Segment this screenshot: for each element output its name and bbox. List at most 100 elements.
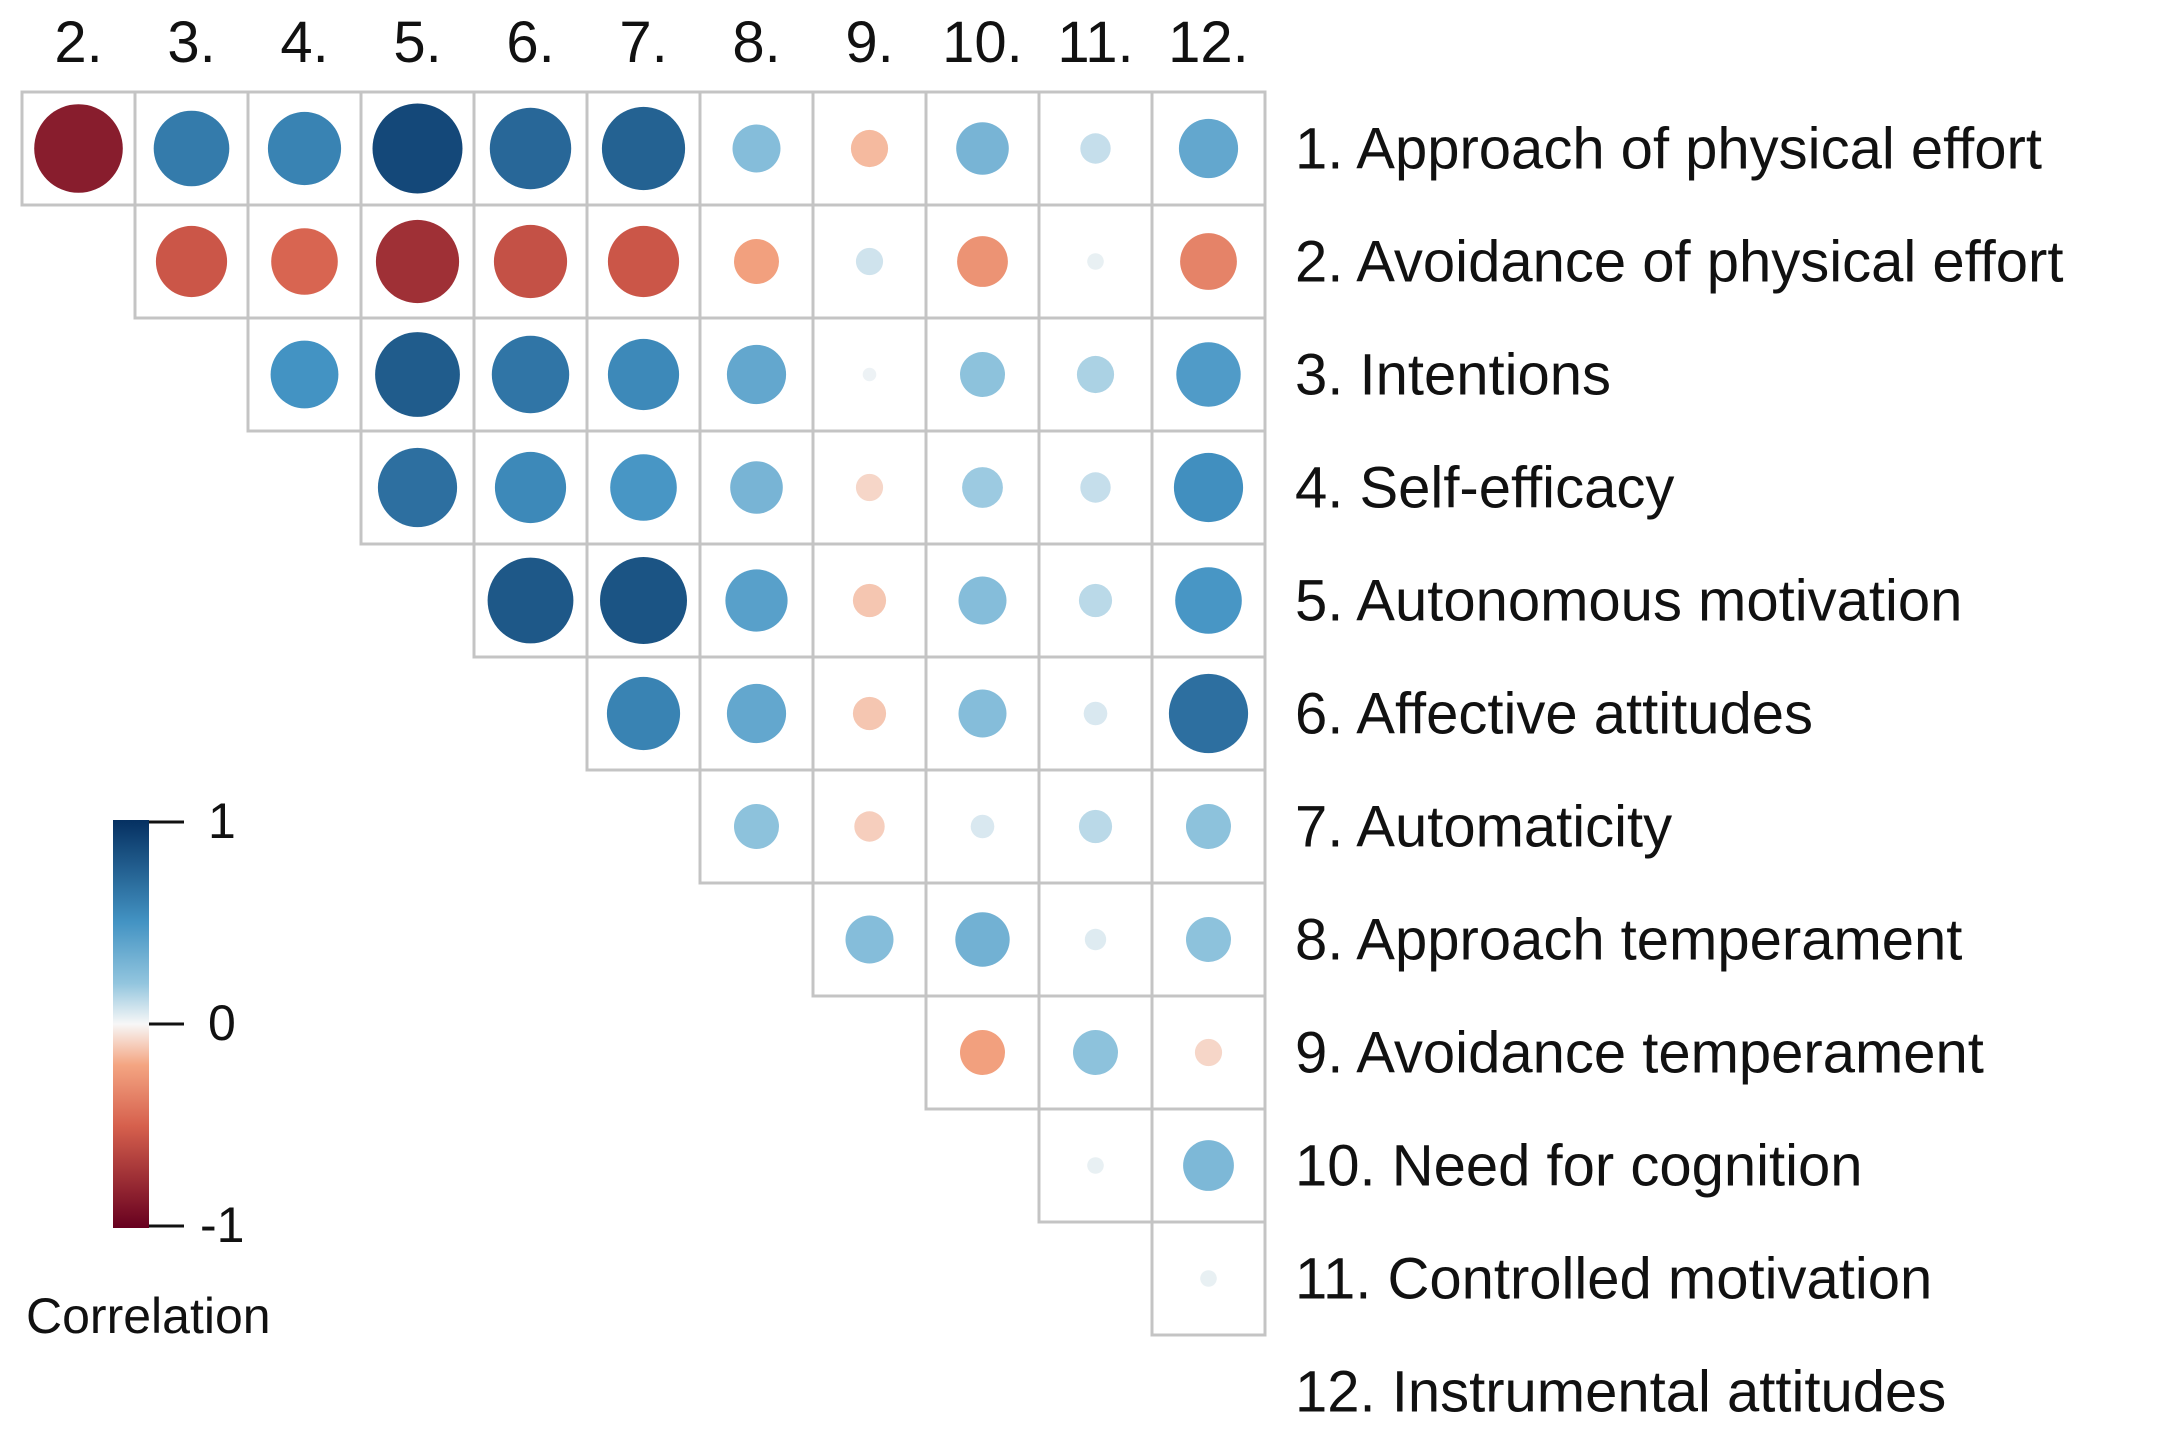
correlation-circle	[1078, 583, 1113, 618]
correlation-circle	[852, 583, 887, 618]
row-label: 11. Controlled motivation	[1295, 1247, 1932, 1312]
correlation-circle	[34, 104, 123, 193]
correlation-circle	[494, 451, 567, 524]
column-label: 12.	[1168, 10, 1249, 75]
correlation-circle	[957, 236, 1008, 287]
correlation-circle	[606, 676, 681, 751]
correlation-circle	[375, 332, 460, 417]
correlation-circle	[1200, 1270, 1217, 1287]
column-label: 4.	[280, 10, 328, 75]
correlation-circle	[734, 804, 779, 849]
legend-title: Correlation	[26, 1288, 271, 1344]
correlation-circle	[960, 1030, 1005, 1075]
correlation-circle	[1073, 1030, 1118, 1075]
correlation-circle	[267, 111, 342, 186]
row-label: 1. Approach of physical effort	[1295, 117, 2042, 182]
legend-color-bar	[113, 820, 149, 1228]
row-label: 9. Avoidance temperament	[1295, 1021, 1984, 1086]
correlation-circle	[493, 224, 568, 299]
correlation-circle	[1080, 133, 1111, 164]
correlation-circle	[956, 122, 1009, 175]
legend-tick-label-max: 1	[208, 793, 236, 849]
matrix-cell	[246, 316, 363, 433]
column-label: 9.	[845, 10, 893, 75]
correlation-circle	[487, 557, 574, 644]
correlation-circle	[726, 683, 787, 744]
row-label: 2. Avoidance of physical effort	[1295, 230, 2063, 295]
correlation-grid	[20, 90, 1267, 1337]
correlation-circle	[1078, 809, 1113, 844]
correlation-circle	[958, 576, 1007, 625]
column-label: 10.	[942, 10, 1023, 75]
correlation-circle	[955, 912, 1010, 967]
correlation-circle	[377, 447, 458, 528]
correlation-circle	[1176, 342, 1241, 407]
correlation-circle	[375, 219, 460, 304]
correlation-circle	[960, 352, 1005, 397]
correlation-circle	[970, 814, 995, 839]
correlation-circle	[1186, 804, 1231, 849]
correlation-circle	[855, 473, 884, 502]
correlation-circle	[1087, 253, 1104, 270]
correlation-circle	[271, 228, 338, 295]
correlation-circle	[734, 239, 779, 284]
correlation-circle	[607, 225, 680, 298]
correlation-circle	[1183, 1140, 1234, 1191]
row-label: 12. Instrumental attitudes	[1295, 1360, 1946, 1425]
row-label: 5. Autonomous motivation	[1295, 569, 1962, 634]
row-labels: 1. Approach of physical effort 2. Avoidan…	[1295, 117, 2063, 1425]
row-label: 10. Need for cognition	[1295, 1134, 1862, 1199]
correlation-circle	[726, 344, 787, 405]
correlation-circle	[610, 454, 677, 521]
correlation-circle	[1084, 928, 1107, 951]
correlation-circle	[1087, 1157, 1104, 1174]
row-label: 4. Self-efficacy	[1295, 456, 1674, 521]
correlation-circle	[489, 107, 572, 190]
correlation-circle	[1180, 233, 1237, 290]
row-label: 3. Intentions	[1295, 343, 1611, 408]
color-legend: 1 0 -1 Correlation	[26, 793, 271, 1344]
row-label: 7. Automaticity	[1295, 795, 1672, 860]
correlation-circle	[1076, 355, 1115, 394]
column-label: 5.	[393, 10, 441, 75]
correlation-circle	[1173, 452, 1244, 523]
correlation-circle	[155, 225, 228, 298]
correlation-circle	[962, 467, 1003, 508]
correlation-circle	[1080, 472, 1111, 503]
correlation-circle	[862, 367, 877, 382]
correlation-circle	[1178, 118, 1239, 179]
correlation-circle	[854, 811, 885, 842]
correlation-circle	[855, 247, 884, 276]
legend-tick-label-min: -1	[200, 1197, 244, 1253]
row-label: 6. Affective attitudes	[1295, 682, 1813, 747]
correlation-circle	[850, 129, 889, 168]
column-label: 2.	[54, 10, 102, 75]
legend-tick-label-zero: 0	[208, 995, 236, 1051]
correlation-circle	[491, 335, 570, 414]
correlation-circle	[270, 340, 339, 409]
correlation-circle	[600, 557, 687, 644]
correlation-circle	[732, 124, 781, 173]
correlation-circle	[725, 569, 788, 632]
correlation-circle	[1175, 567, 1242, 634]
correlation-circle	[845, 915, 894, 964]
correlation-circle	[1186, 917, 1231, 962]
correlation-circle	[852, 696, 887, 731]
column-label: 7.	[619, 10, 667, 75]
column-label: 11.	[1057, 10, 1133, 75]
correlation-circle	[153, 110, 230, 187]
column-labels: 2. 3. 4. 5. 6. 7. 8. 9. 10. 11. 12.	[54, 10, 1249, 75]
column-label: 6.	[506, 10, 554, 75]
correlation-circle	[958, 689, 1007, 738]
correlation-circle	[1168, 673, 1249, 754]
row-label: 8. Approach temperament	[1295, 908, 1962, 973]
correlation-circle	[601, 106, 686, 191]
column-label: 3.	[167, 10, 215, 75]
correlation-circle	[372, 103, 463, 194]
column-label: 8.	[732, 10, 780, 75]
correlation-circle	[1083, 701, 1108, 726]
correlation-circle	[1194, 1038, 1223, 1067]
matrix-cell	[811, 90, 928, 207]
correlation-circle	[730, 461, 783, 514]
